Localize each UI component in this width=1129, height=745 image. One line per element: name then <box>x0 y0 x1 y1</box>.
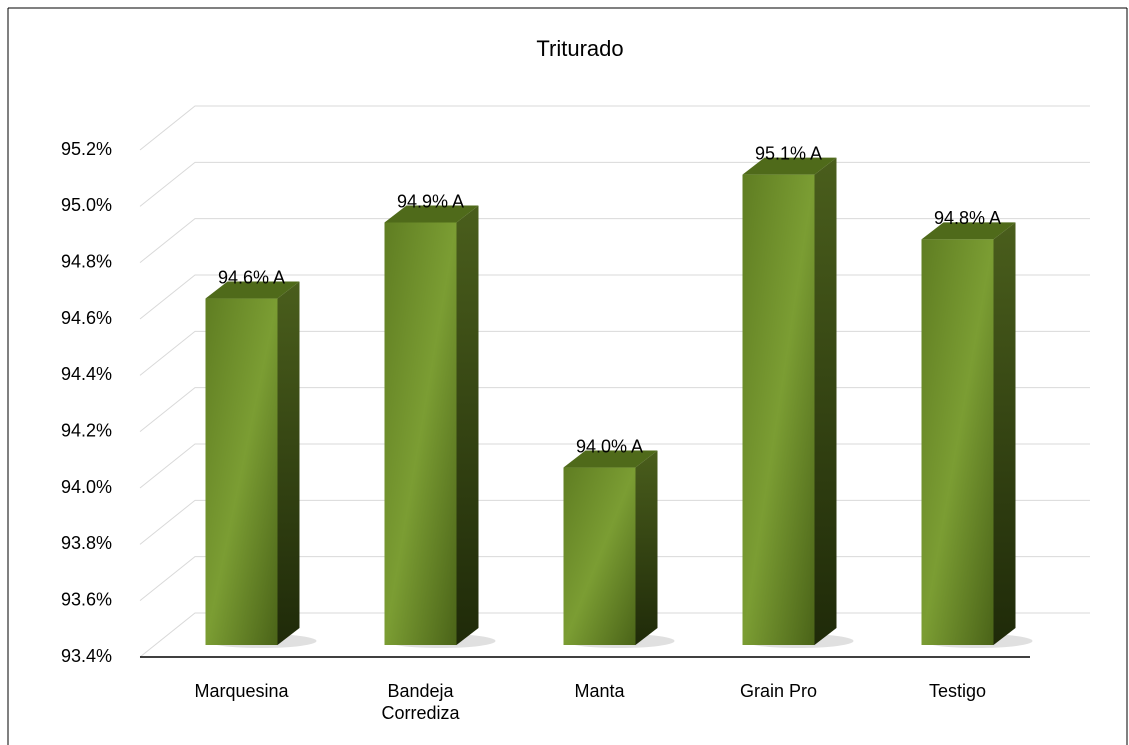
bar-side <box>814 157 837 645</box>
y-tick-label: 94.0% <box>61 477 112 497</box>
bar-side <box>277 281 300 645</box>
bar-side <box>456 205 479 645</box>
value-label: 94.8% A <box>934 208 1001 228</box>
bar-side <box>635 450 658 645</box>
bar-top <box>563 450 658 468</box>
bar <box>921 239 994 645</box>
y-tick-label: 93.8% <box>61 533 112 553</box>
value-label: 95.1% A <box>755 143 822 163</box>
y-tick-label: 94.4% <box>61 364 112 384</box>
y-tick-label: 93.4% <box>61 646 112 666</box>
x-tick-label: Marquesina <box>194 681 289 701</box>
y-tick-label: 94.8% <box>61 251 112 271</box>
bar <box>563 467 636 645</box>
value-label: 94.0% A <box>576 436 643 456</box>
value-label: 94.9% A <box>397 191 464 211</box>
bar <box>384 222 457 645</box>
bar-side <box>993 222 1016 645</box>
y-tick-label: 95.0% <box>61 195 112 215</box>
x-tick-label: Testigo <box>928 681 987 701</box>
grid-line <box>139 161 1090 207</box>
x-tick-label: Manta <box>574 681 625 701</box>
x-tick-label: Grain Pro <box>739 681 818 701</box>
bar <box>742 174 815 645</box>
bar <box>205 298 278 645</box>
y-tick-label: 93.6% <box>61 589 112 609</box>
value-label: 94.6% A <box>218 267 285 287</box>
bar-top <box>742 157 837 175</box>
y-tick-label: 94.2% <box>61 420 112 440</box>
x-tick-label: Bandeja Corrediza <box>381 681 460 723</box>
y-tick-label: 94.6% <box>61 308 112 328</box>
grid-line <box>139 105 1090 151</box>
y-tick-label: 95.2% <box>61 139 112 159</box>
bar-top <box>205 281 300 299</box>
bar-top <box>921 222 1016 240</box>
chart-title: Triturado <box>536 36 623 61</box>
bar-top <box>384 205 479 223</box>
